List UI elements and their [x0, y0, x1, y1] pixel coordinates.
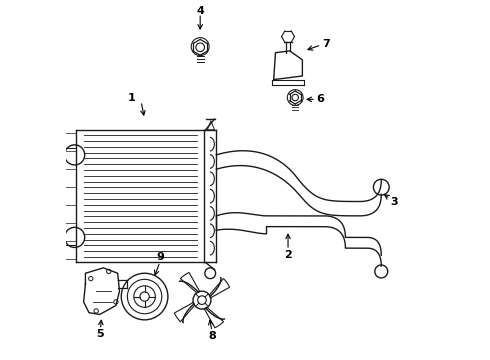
Text: 6: 6 [317, 94, 324, 104]
Text: 7: 7 [322, 39, 330, 49]
Text: 4: 4 [196, 6, 204, 17]
Text: 1: 1 [128, 93, 136, 103]
Text: 9: 9 [157, 252, 165, 262]
Text: 5: 5 [96, 329, 103, 339]
Text: 3: 3 [390, 197, 398, 207]
Text: 8: 8 [209, 331, 217, 341]
Text: 2: 2 [284, 250, 292, 260]
